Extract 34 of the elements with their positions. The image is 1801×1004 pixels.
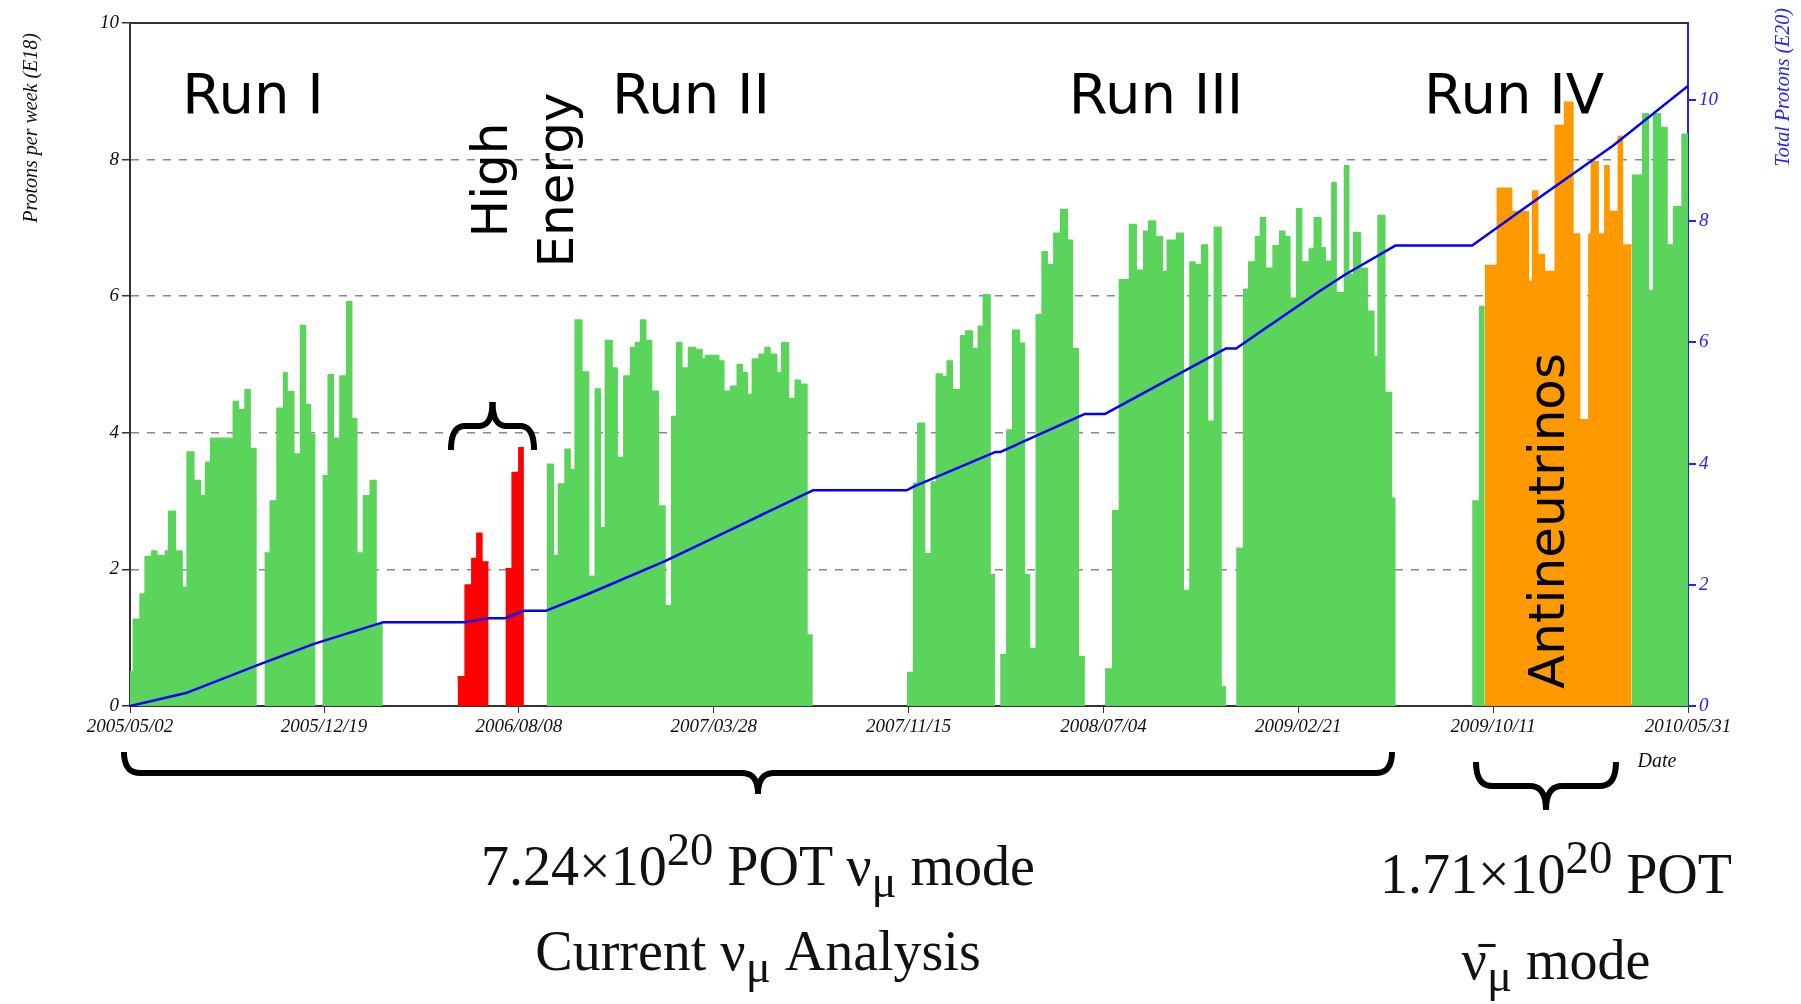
x-tick-label: 2005/05/02 [86,715,174,737]
x-tick-label: 2006/08/08 [475,715,563,737]
annotation: Run III [1068,60,1244,126]
y-tick-label: 0 [109,694,120,715]
y-tick-label: 8 [109,147,120,169]
x-tick-label: 2007/11/15 [866,715,952,737]
x-tick-label: 2005/12/19 [280,715,368,737]
annotation: Run IV [1423,60,1605,126]
text: 1.71×10$^{20}$ POT [1379,831,1733,905]
text: ν̄$_{μ}$ mode [1461,929,1651,1002]
annotation: High Energy [460,92,585,268]
y-tick-label: 6 [109,284,120,306]
x-tick-label: 2009/10/11 [1450,715,1536,737]
y2-tick-label: 8 [1699,209,1709,231]
x-tick-label: 2009/02/21 [1255,715,1342,737]
annotation: Run II [611,60,771,126]
annotation: Run I [182,60,324,126]
text: 7.24×10$^{20}$ POT ν$_{μ}$ mode [481,823,1035,907]
y-tick-label: 2 [109,557,120,579]
x-tick-label: 2008/07/04 [1060,715,1148,737]
y-tick-label: 4 [109,420,120,442]
y-axis-title: Protons per week (E18) [19,32,43,224]
x-tick-label: 2007/03/28 [670,715,758,737]
y2-tick-label: 6 [1699,330,1709,352]
x-axis-title: Date [1636,749,1677,772]
y2-tick-label: 10 [1699,87,1719,109]
y2-tick-label: 4 [1699,451,1709,473]
y-tick-label: 10 [100,11,120,32]
y2-tick-label: 2 [1699,572,1709,594]
annotation: Antineutrinos [1517,353,1576,689]
text: Current ν$_{μ}$ Analysis [535,920,981,993]
y2-tick-label: 0 [1699,694,1709,715]
y2-axis-title: Total Protons (E20) [1771,7,1795,167]
x-tick-label: 2010/05/31 [1644,715,1732,737]
